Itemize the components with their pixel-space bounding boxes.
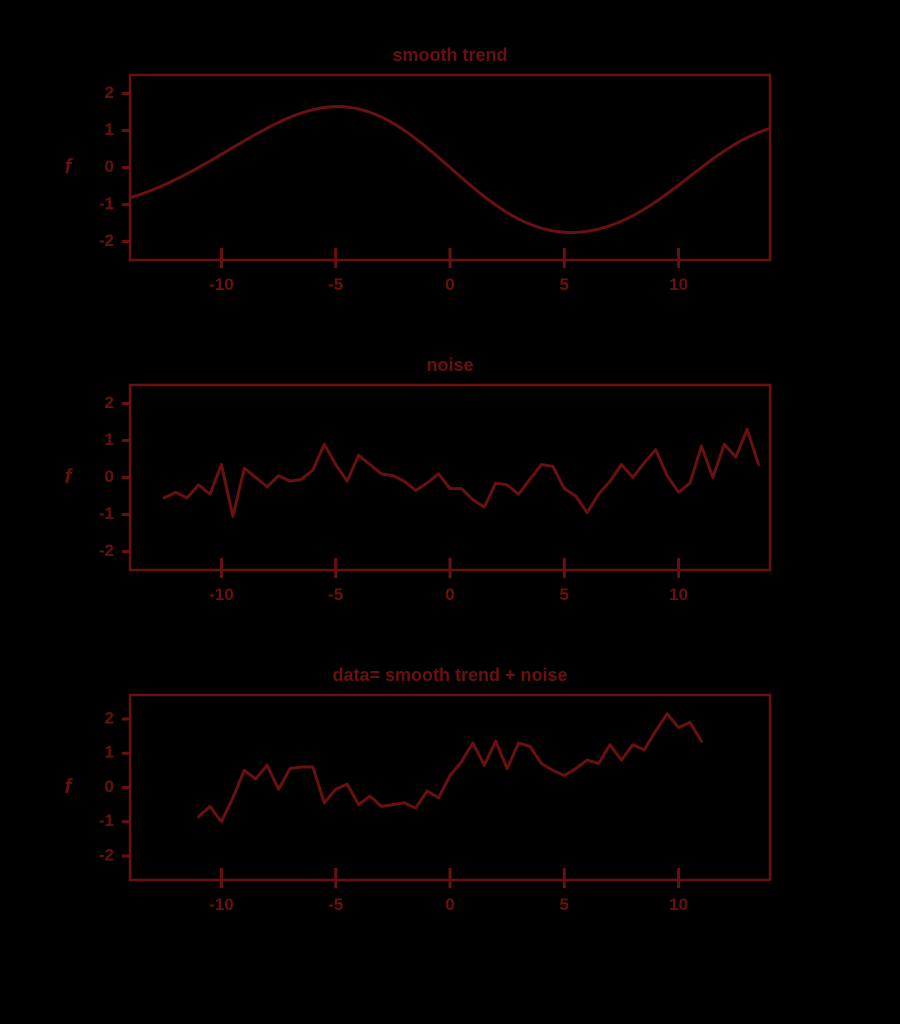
panel-data: data= smooth trend + noise-2-1012f-10-50… bbox=[65, 665, 770, 914]
y-tick-label: -1 bbox=[99, 504, 114, 523]
y-axis-label: f bbox=[65, 156, 74, 178]
y-tick-label: 0 bbox=[105, 777, 114, 796]
series-line bbox=[199, 714, 702, 822]
panel-title: data= smooth trend + noise bbox=[332, 665, 567, 685]
x-tick-label: -5 bbox=[328, 895, 343, 914]
y-tick-label: 0 bbox=[105, 467, 114, 486]
y-tick-label: -2 bbox=[99, 231, 114, 250]
x-tick-label: 0 bbox=[445, 585, 454, 604]
x-tick-label: -5 bbox=[328, 585, 343, 604]
panel-noise: noise-2-1012f-10-50510 bbox=[65, 355, 770, 604]
figure: smooth trend-2-1012f-10-50510noise-2-101… bbox=[0, 0, 900, 1024]
y-tick-label: -2 bbox=[99, 846, 114, 865]
x-tick-label: 5 bbox=[560, 275, 569, 294]
x-tick-label: 0 bbox=[445, 895, 454, 914]
x-tick-label: 5 bbox=[560, 895, 569, 914]
panel-smooth: smooth trend-2-1012f-10-50510 bbox=[65, 45, 770, 294]
y-tick-label: 0 bbox=[105, 157, 114, 176]
y-tick-label: 1 bbox=[105, 120, 114, 139]
x-tick-label: -10 bbox=[209, 275, 234, 294]
y-tick-label: 1 bbox=[105, 430, 114, 449]
x-tick-label: 10 bbox=[669, 275, 688, 294]
x-tick-label: 10 bbox=[669, 585, 688, 604]
x-tick-label: 5 bbox=[560, 585, 569, 604]
x-tick-label: -10 bbox=[209, 895, 234, 914]
panel-title: smooth trend bbox=[393, 45, 508, 65]
y-tick-label: 2 bbox=[105, 83, 114, 102]
panel-title: noise bbox=[426, 355, 473, 375]
y-tick-label: -1 bbox=[99, 811, 114, 830]
series-line bbox=[164, 429, 758, 516]
y-tick-label: -1 bbox=[99, 194, 114, 213]
x-tick-label: -5 bbox=[328, 275, 343, 294]
y-axis-label: f bbox=[65, 466, 74, 488]
x-tick-label: 0 bbox=[445, 275, 454, 294]
y-tick-label: 2 bbox=[105, 393, 114, 412]
x-tick-label: 10 bbox=[669, 895, 688, 914]
y-axis-label: f bbox=[65, 776, 74, 798]
y-tick-label: 1 bbox=[105, 743, 114, 762]
x-tick-label: -10 bbox=[209, 585, 234, 604]
plot-border bbox=[130, 385, 770, 570]
y-tick-label: -2 bbox=[99, 541, 114, 560]
y-tick-label: 2 bbox=[105, 708, 114, 727]
series-line bbox=[130, 107, 770, 233]
